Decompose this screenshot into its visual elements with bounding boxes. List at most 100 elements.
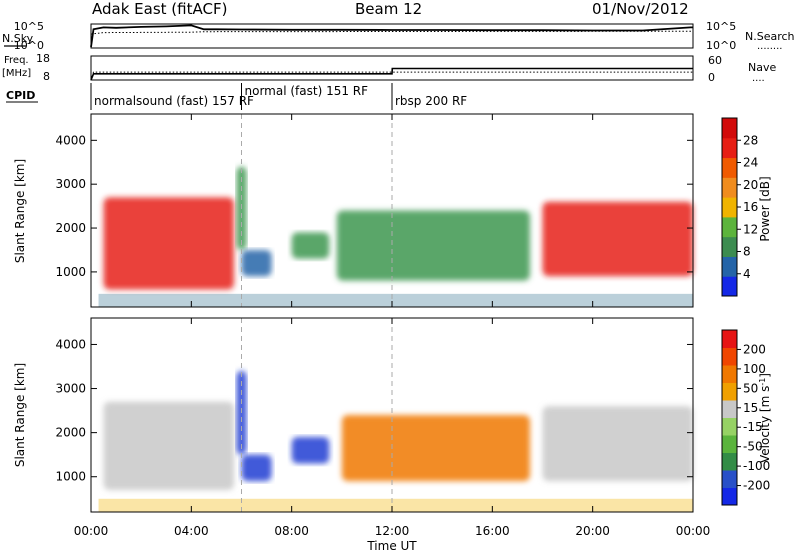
x-axis-label: Time UT [366, 539, 417, 553]
colorbar-tick-label-2: 50 [743, 381, 758, 395]
velocity-colorbar-label-exp: -1 [758, 378, 767, 386]
nsearch-legend-dots: ........ [757, 41, 782, 52]
colorbar-band-6 [722, 157, 737, 178]
colorbar-tick-label-0: 28 [743, 133, 758, 147]
colorbar-tick-label-5: -50 [743, 440, 763, 454]
colorbar-band-2 [722, 236, 737, 257]
freq-unit-label: [MHz] [2, 68, 31, 79]
colorbar-tick-label-1: 100 [743, 362, 766, 376]
y-tick-label-3: 4000 [55, 337, 86, 351]
colorbar-tick-label-6: -100 [743, 459, 770, 473]
frequency-series-1 [90, 71, 693, 81]
date-title: 01/Nov/2012 [592, 0, 689, 18]
echo-region-2 [241, 249, 272, 277]
freq-left-tick-bottom: 8 [43, 70, 50, 83]
echo-region-4 [341, 415, 530, 482]
freq-left-tick-top: 18 [36, 52, 50, 65]
ground-scatter-band [98, 293, 693, 307]
colorbar-band-1 [722, 470, 737, 488]
cpid-segment-label-2: rbsp 200 RF [395, 94, 467, 108]
velocity-colorbar-label-tail: ] [758, 373, 772, 378]
velocity-colorbar: 200 100 50 15 -15 -50 -100 -200 [721, 329, 770, 506]
power-y-label: Slant Range [km] [13, 159, 27, 263]
colorbar-band-5 [722, 400, 737, 418]
echo-region-0 [103, 401, 234, 490]
colorbar-tick-label-7: -200 [743, 479, 770, 493]
colorbar-tick-label-4: 12 [743, 222, 758, 236]
noise-series-0 [90, 24, 693, 48]
colorbar-tick-label-6: 4 [743, 267, 751, 281]
y-tick-label-1: 2000 [55, 426, 86, 440]
colorbar-band-3 [722, 216, 737, 238]
colorbar-band-4 [722, 197, 737, 218]
noise-left-tick-bottom: 10^0 [14, 39, 44, 52]
colorbar-band-8 [722, 347, 737, 366]
y-tick-label-3: 4000 [55, 133, 86, 147]
colorbar-frame [721, 329, 738, 506]
y-tick-label-2: 3000 [55, 382, 86, 396]
colorbar-band-4 [722, 417, 737, 436]
echo-region-5 [542, 201, 693, 277]
y-tick-label-2: 3000 [55, 177, 86, 191]
beam-title: Beam 12 [355, 0, 423, 18]
colorbar-tick-label-1: 24 [743, 156, 758, 170]
power-y-axis: 1000 2000 3000 4000 [55, 133, 693, 279]
power-colorbar-label: Power [dB] [758, 176, 772, 241]
noise-right-tick-bottom: 10^0 [706, 39, 736, 52]
echo-region-4 [336, 210, 530, 281]
power-echoes [98, 114, 693, 307]
time-x-axis: 00:00 04:00 08:00 12:00 16:00 20:00 00:00 [74, 114, 710, 538]
y-tick-label-1: 2000 [55, 221, 86, 235]
echo-region-2 [241, 454, 272, 482]
echo-region-5 [542, 406, 693, 482]
freq-right-tick-bottom: 0 [708, 71, 715, 84]
velocity-y-axis: 1000 2000 3000 4000 [55, 337, 693, 484]
colorbar-tick-label-4: -15 [743, 420, 763, 434]
colorbar-band-9 [722, 330, 737, 348]
ground-scatter-band [98, 498, 693, 512]
cpid-label: CPID [6, 89, 35, 102]
nave-legend-dots: .... [752, 73, 765, 84]
colorbar-band-7 [722, 137, 737, 159]
noise-panel-frame [90, 23, 694, 49]
noise-series [90, 24, 694, 48]
colorbar-band-1 [722, 256, 737, 277]
freq-label: Freq. [4, 55, 29, 66]
frequency-series-0 [90, 67, 693, 81]
x-tick-label-0: 00:00 [74, 524, 109, 538]
y-tick-label-0: 1000 [55, 265, 86, 279]
echo-region-3 [291, 437, 330, 464]
x-tick-label-4: 16:00 [475, 524, 510, 538]
velocity-y-label: Slant Range [km] [13, 363, 27, 467]
noise-right-tick-top: 10^5 [706, 20, 736, 33]
echo-region-3 [291, 232, 330, 259]
colorbar-band-3 [722, 435, 737, 453]
frequency-series [90, 67, 693, 81]
x-tick-label-3: 12:00 [375, 524, 410, 538]
power-colorbar: 28 24 20 16 12 8 4 [721, 117, 758, 297]
x-tick-label-2: 08:00 [274, 524, 309, 538]
velocity-echoes [98, 318, 693, 512]
freq-right-tick-top: 60 [708, 54, 722, 67]
colorbar-band-2 [722, 452, 737, 471]
colorbar-tick-label-3: 15 [743, 401, 758, 415]
colorbar-band-0 [722, 487, 737, 506]
colorbar-tick-label-3: 16 [743, 200, 758, 214]
colorbar-band-8 [722, 118, 737, 139]
nave-label: Nave [748, 61, 776, 74]
x-tick-label-5: 20:00 [575, 524, 610, 538]
nsky-label: N.Sky [2, 32, 34, 45]
colorbar-band-5 [722, 177, 737, 198]
colorbar-band-6 [722, 382, 737, 401]
colorbar-tick-label-5: 8 [743, 245, 751, 259]
nsearch-label: N.Search [745, 30, 795, 43]
noise-series-1 [90, 30, 694, 35]
velocity-colorbar-label: Velocity [m s-1] [758, 373, 773, 463]
station-title: Adak East (fitACF) [92, 0, 228, 18]
noise-left-tick-top: 10^5 [14, 20, 44, 33]
colorbar-tick-label-0: 200 [743, 342, 766, 356]
cpid-segment-label-0: normalsound (fast) 157 RF [94, 94, 254, 108]
colorbar-band-7 [722, 365, 737, 383]
